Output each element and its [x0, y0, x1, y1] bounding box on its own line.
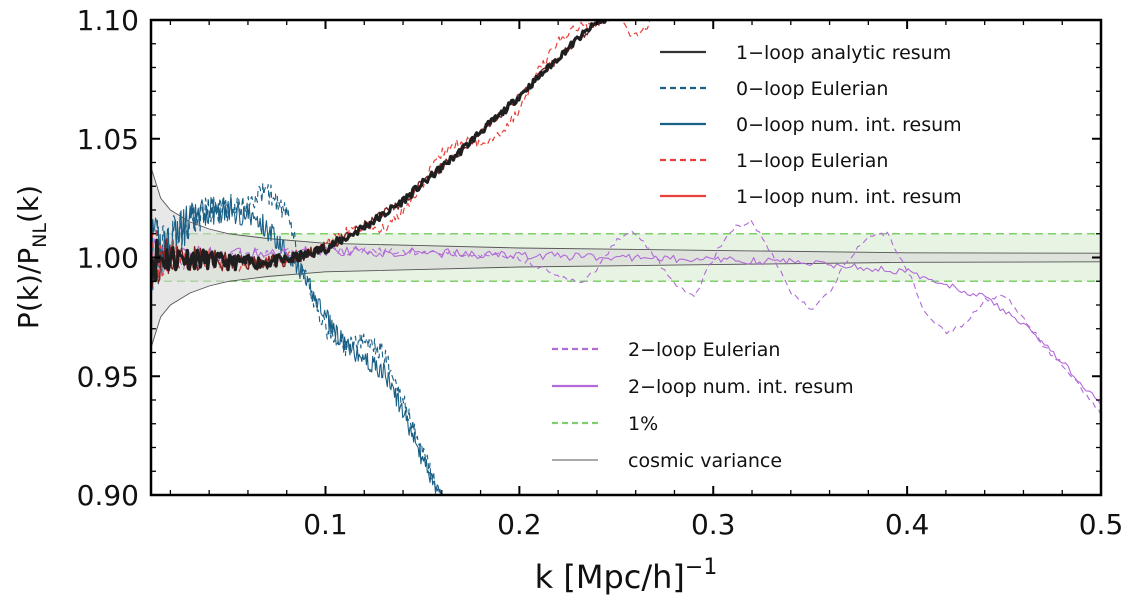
- x-tick-label: 0.5: [1079, 508, 1124, 541]
- legend-label: 1%: [628, 413, 658, 435]
- legend-label: 2−loop num. int. resum: [628, 376, 854, 398]
- series-2-loop-eulerian: [151, 219, 1101, 416]
- legend-label: 1−loop num. int. resum: [736, 186, 962, 208]
- y-axis-label-main: P(k)/P: [12, 248, 45, 329]
- x-axis-label-sup: −1: [685, 555, 717, 580]
- x-tick-label: 0.2: [497, 508, 542, 541]
- y-tick-label: 1.05: [77, 123, 139, 156]
- y-axis-label-sub: NL: [29, 223, 51, 248]
- series-0-loop-num-int-resum: [151, 196, 441, 495]
- y-tick-label: 0.90: [77, 479, 139, 512]
- legend-label: 1−loop Eulerian: [736, 150, 888, 172]
- x-tick-label: 0.1: [303, 508, 348, 541]
- legend-label: 2−loop Eulerian: [628, 339, 780, 361]
- cosmic-variance-lower: [151, 261, 1101, 348]
- legend-label: 1−loop analytic resum: [736, 42, 951, 64]
- y-axis-ticks: 0.90 0.95 1.00 1.05 1.10: [77, 4, 1101, 512]
- x-tick-label: 0.4: [885, 508, 930, 541]
- y-axis-label: P(k)/PNL(k): [12, 185, 51, 329]
- legend-lower: 2−loop Eulerian 2−loop num. int. resum 1% c…: [552, 339, 854, 472]
- series-1-loop-analytic-resum: [151, 20, 608, 284]
- cosmic-variance-fill: [151, 167, 1101, 348]
- x-axis-label: k [Mpc/h]−1: [535, 555, 718, 596]
- x-axis-label-main: k [Mpc/h]: [535, 558, 685, 596]
- legend-label: cosmic variance: [628, 450, 782, 472]
- data-series: [151, 20, 1101, 495]
- x-tick-label: 0.3: [691, 508, 736, 541]
- x-axis-ticks: 0.1 0.2 0.3 0.4 0.5: [169, 20, 1124, 541]
- legend-label: 0−loop Eulerian: [736, 78, 888, 100]
- cosmic-variance-upper: [151, 167, 1101, 254]
- legend-label: 0−loop num. int. resum: [736, 114, 962, 136]
- y-tick-label: 1.00: [77, 242, 139, 275]
- cosmic-variance: [151, 167, 1101, 348]
- y-tick-label: 1.10: [77, 4, 139, 37]
- y-axis-label-tail: (k): [12, 185, 45, 223]
- legend-upper: 1−loop analytic resum 0−loop Eulerian 0−lo…: [660, 42, 962, 208]
- y-tick-label: 0.95: [77, 360, 139, 393]
